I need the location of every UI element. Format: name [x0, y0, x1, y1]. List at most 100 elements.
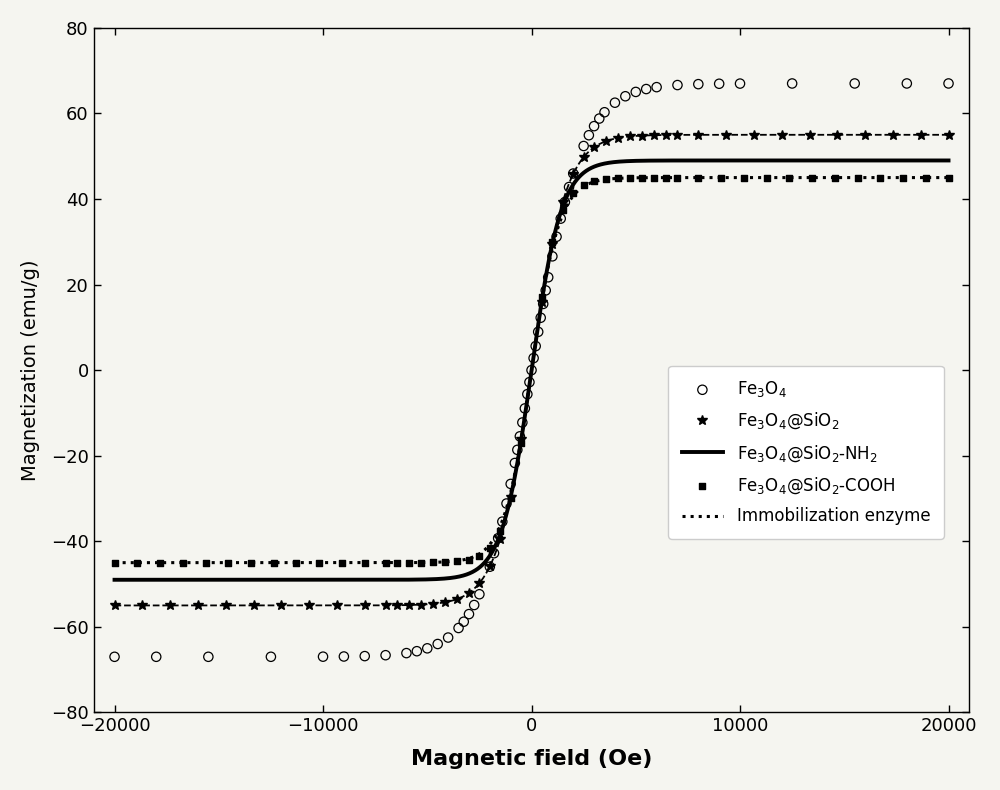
Fe$_3$O$_4$@SiO$_2$	[515, 434, 527, 443]
Fe$_3$O$_4$	[711, 77, 727, 90]
Fe$_3$O$_4$@SiO$_2$-COOH	[334, 556, 350, 569]
Fe$_3$O$_4$	[557, 196, 573, 209]
Fe$_3$O$_4$@SiO$_2$-NH$_2$	[253, 575, 265, 585]
Fe$_3$O$_4$@SiO$_2$-COOH	[713, 171, 729, 184]
Fe$_3$O$_4$@SiO$_2$-COOH	[266, 556, 282, 569]
Fe$_3$O$_4$@SiO$_2$	[648, 130, 660, 140]
Fe$_3$O$_4$	[200, 650, 216, 663]
Fe$_3$O$_4$@SiO$_2$-COOH	[413, 556, 429, 569]
Fe$_3$O$_4$	[576, 140, 592, 152]
Fe$_3$O$_4$@SiO$_2$-COOH	[850, 171, 866, 184]
Fe$_3$O$_4$@SiO$_2$-COOH	[576, 179, 592, 191]
Fe$_3$O$_4$@SiO$_2$	[804, 130, 816, 140]
Fe$_3$O$_4$	[494, 515, 510, 528]
Fe$_3$O$_4$@SiO$_2$	[275, 600, 287, 610]
Fe$_3$O$_4$@SiO$_2$-COOH	[471, 549, 487, 562]
Fe$_3$O$_4$	[638, 83, 654, 96]
Fe$_3$O$_4$	[596, 106, 612, 118]
Fe$_3$O$_4$@SiO$_2$-COOH	[513, 437, 529, 450]
Fe$_3$O$_4$@SiO$_2$-COOH	[544, 236, 560, 249]
Fe$_3$O$_4$@SiO$_2$	[192, 600, 204, 610]
Fe$_3$O$_4$@SiO$_2$-COOH	[610, 171, 626, 184]
Fe$_3$O$_4$	[526, 352, 542, 364]
Fe$_3$O$_4$@SiO$_2$-COOH	[357, 556, 373, 569]
Fe$_3$O$_4$	[440, 631, 456, 644]
Fe$_3$O$_4$@SiO$_2$-NH$_2$	[464, 568, 476, 577]
Fe$_3$O$_4$@SiO$_2$	[546, 239, 558, 249]
Fe$_3$O$_4$	[409, 645, 425, 657]
Fe$_3$O$_4$@SiO$_2$-COOH	[378, 556, 394, 569]
Legend: Fe$_3$O$_4$, Fe$_3$O$_4$@SiO$_2$, Fe$_3$O$_4$@SiO$_2$-NH$_2$, Fe$_3$O$_4$@SiO$_2: Fe$_3$O$_4$, Fe$_3$O$_4$@SiO$_2$, Fe$_3$…	[668, 366, 944, 539]
Fe$_3$O$_4$@SiO$_2$-COOH	[781, 171, 797, 184]
Fe$_3$O$_4$@SiO$_2$-COOH	[804, 171, 820, 184]
Fe$_3$O$_4$@SiO$_2$	[567, 169, 579, 179]
Immobilization enzyme	[109, 558, 121, 567]
Fe$_3$O$_4$	[538, 284, 554, 297]
Fe$_3$O$_4$	[690, 78, 706, 91]
Fe$_3$O$_4$@SiO$_2$-COOH	[658, 171, 674, 184]
Fe$_3$O$_4$	[419, 642, 435, 655]
Fe$_3$O$_4$@SiO$_2$	[427, 599, 439, 608]
Fe$_3$O$_4$@SiO$_2$	[136, 600, 148, 610]
Fe$_3$O$_4$@SiO$_2$-COOH	[198, 556, 214, 569]
Fe$_3$O$_4$@SiO$_2$	[600, 137, 612, 146]
Fe$_3$O$_4$@SiO$_2$	[943, 130, 955, 140]
Immobilization enzyme	[943, 173, 955, 182]
Fe$_3$O$_4$@SiO$_2$-COOH	[492, 525, 508, 537]
Fe$_3$O$_4$@SiO$_2$-COOH	[669, 171, 685, 184]
Fe$_3$O$_4$@SiO$_2$-COOH	[565, 186, 581, 199]
Fe$_3$O$_4$	[586, 120, 602, 133]
Fe$_3$O$_4$	[941, 77, 957, 90]
Fe$_3$O$_4$	[507, 457, 523, 469]
Fe$_3$O$_4$	[499, 497, 515, 510]
Fe$_3$O$_4$	[535, 298, 551, 310]
Fe$_3$O$_4$	[263, 650, 279, 663]
Fe$_3$O$_4$@SiO$_2$	[248, 600, 260, 610]
Fe$_3$O$_4$	[451, 622, 467, 634]
Fe$_3$O$_4$@SiO$_2$-COOH	[634, 171, 650, 184]
Fe$_3$O$_4$@SiO$_2$	[887, 130, 899, 140]
Fe$_3$O$_4$@SiO$_2$	[220, 600, 232, 610]
Line: Fe$_3$O$_4$@SiO$_2$-NH$_2$: Fe$_3$O$_4$@SiO$_2$-NH$_2$	[115, 160, 949, 580]
Line: Fe$_3$O$_4$@SiO$_2$: Fe$_3$O$_4$@SiO$_2$	[110, 130, 953, 611]
Fe$_3$O$_4$@SiO$_2$	[391, 600, 403, 610]
Fe$_3$O$_4$	[549, 231, 565, 243]
Fe$_3$O$_4$@SiO$_2$	[463, 589, 475, 598]
Fe$_3$O$_4$@SiO$_2$-COOH	[534, 291, 550, 303]
Fe$_3$O$_4$@SiO$_2$-NH$_2$	[943, 156, 955, 165]
Fe$_3$O$_4$@SiO$_2$-COOH	[690, 171, 706, 184]
Fe$_3$O$_4$@SiO$_2$-COOH	[461, 553, 477, 566]
Fe$_3$O$_4$	[512, 430, 528, 442]
Fe$_3$O$_4$@SiO$_2$-COOH	[107, 556, 123, 569]
Fe$_3$O$_4$@SiO$_2$-COOH	[872, 171, 888, 184]
Fe$_3$O$_4$@SiO$_2$	[588, 142, 600, 152]
Fe$_3$O$_4$	[461, 608, 477, 620]
Fe$_3$O$_4$@SiO$_2$	[403, 600, 415, 610]
Immobilization enzyme	[204, 558, 216, 567]
Fe$_3$O$_4$@SiO$_2$-COOH	[827, 171, 843, 184]
Fe$_3$O$_4$	[591, 112, 607, 125]
Fe$_3$O$_4$@SiO$_2$	[439, 597, 451, 607]
Fe$_3$O$_4$	[530, 325, 546, 338]
Fe$_3$O$_4$	[899, 77, 915, 90]
Fe$_3$O$_4$	[509, 443, 525, 456]
Fe$_3$O$_4$@SiO$_2$	[415, 600, 427, 609]
Fe$_3$O$_4$	[533, 311, 549, 324]
Fe$_3$O$_4$@SiO$_2$-COOH	[503, 491, 519, 504]
Fe$_3$O$_4$@SiO$_2$-COOH	[759, 171, 775, 184]
Fe$_3$O$_4$@SiO$_2$	[748, 130, 760, 140]
Fe$_3$O$_4$	[528, 340, 544, 352]
Fe$_3$O$_4$@SiO$_2$-COOH	[622, 171, 638, 184]
Fe$_3$O$_4$@SiO$_2$	[109, 600, 121, 610]
Immobilization enzyme	[253, 558, 265, 567]
Fe$_3$O$_4$@SiO$_2$	[636, 131, 648, 141]
Fe$_3$O$_4$@SiO$_2$-COOH	[311, 556, 327, 569]
Fe$_3$O$_4$@SiO$_2$-COOH	[555, 203, 571, 216]
Fe$_3$O$_4$	[544, 250, 560, 262]
Fe$_3$O$_4$@SiO$_2$	[505, 491, 517, 501]
Fe$_3$O$_4$@SiO$_2$-COOH	[401, 556, 417, 569]
Fe$_3$O$_4$	[398, 647, 414, 660]
Fe$_3$O$_4$@SiO$_2$-COOH	[437, 556, 453, 569]
Fe$_3$O$_4$@SiO$_2$	[557, 197, 569, 206]
Fe$_3$O$_4$	[378, 649, 394, 661]
